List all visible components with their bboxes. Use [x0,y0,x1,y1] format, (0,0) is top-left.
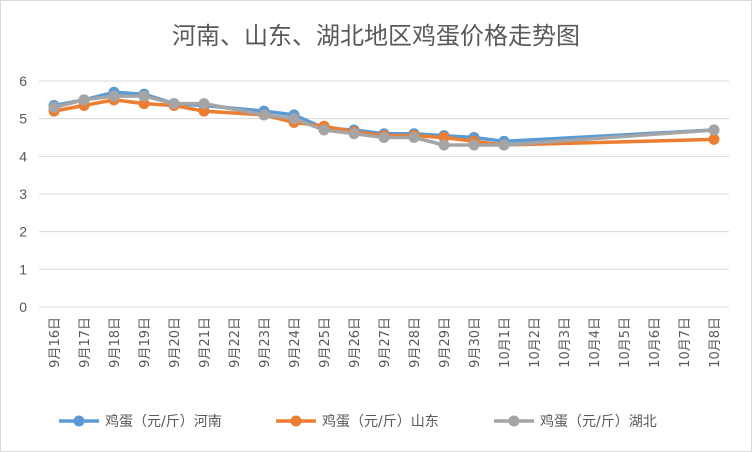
x-tick-label: 10月7日 [678,317,693,368]
legend-label-0: 鸡蛋（元/斤）河南 [105,413,222,430]
legend-label-2: 鸡蛋（元/斤）湖北 [540,413,657,430]
series-1-point-3 [138,98,150,110]
series-1-point-15 [708,133,720,145]
x-tick-label: 10月1日 [498,317,513,368]
series-2-point-15 [708,124,720,136]
series-line-2 [52,94,716,147]
series-2-point-9 [348,128,360,140]
legend-label-1: 鸡蛋（元/斤）山东 [322,413,439,430]
y-tick-label: 4 [19,148,27,164]
x-tick-label: 10月5日 [618,317,633,368]
series-2-point-6 [258,109,270,121]
y-tick-label: 6 [19,73,27,89]
legend-marker-1 [290,415,302,427]
x-tick-label: 9月23日 [258,317,273,368]
legend: 鸡蛋（元/斤）河南 鸡蛋（元/斤）山东 鸡蛋（元/斤）湖北 [59,413,657,430]
x-tick-label: 9月24日 [288,317,303,368]
series-2-point-2 [108,90,120,102]
x-tick-label: 9月21日 [198,317,213,368]
x-tick-label: 9月16日 [48,317,63,368]
x-tick-label: 9月29日 [438,317,453,368]
y-tick-label: 1 [19,261,27,277]
chart-title: 河南、山东、湖北地区鸡蛋价格走势图 [172,22,580,50]
y-tick-label: 0 [19,299,27,315]
series-2-point-14 [498,139,510,151]
x-tick-label: 9月20日 [168,317,183,368]
legend-marker-0 [73,415,85,427]
x-tick-label: 9月18日 [108,317,123,368]
x-tick-label: 9月22日 [228,317,243,368]
x-tick-label: 10月4日 [588,317,603,368]
x-tick-label: 9月26日 [348,317,363,368]
series-2-point-10 [378,132,390,143]
series-2-point-1 [78,94,90,106]
series-2-point-8 [318,124,330,136]
series-lines [52,90,716,147]
y-tick-label: 3 [19,186,27,202]
x-tick-label: 10月8日 [708,317,723,368]
series-2-point-11 [408,132,420,143]
series-2-point-7 [288,113,300,125]
series-2-point-0 [48,101,60,113]
x-tick-label: 9月25日 [318,317,333,368]
y-tick-label: 5 [19,111,27,127]
x-tick-label: 10月3日 [558,317,573,368]
gridlines [39,80,729,308]
series-2-point-5 [198,98,210,110]
series-2-point-12 [438,139,450,151]
series-1-point-12 [438,132,450,143]
series-2-point-13 [468,139,480,151]
x-axis: 9月16日 9月17日 9月18日 9月19日 9月20日 9月21日 9月22日 9月23日… [48,317,723,368]
series-2-point-4 [168,98,180,110]
y-tick-label: 2 [19,224,27,240]
series-1-point-5 [198,105,210,117]
x-tick-label: 9月28日 [408,317,423,368]
y-axis: 0 1 2 3 4 5 6 [19,73,27,315]
x-tick-label: 9月27日 [378,317,393,368]
series-2-point-3 [138,90,150,102]
x-tick-label: 10月6日 [648,317,663,368]
x-tick-label: 9月17日 [78,317,93,368]
x-tick-label: 10月2日 [528,317,543,368]
series-line-0 [52,90,716,144]
legend-marker-2 [508,415,520,427]
x-tick-label: 9月30日 [468,317,483,368]
series-markers [48,86,720,151]
x-tick-label: 9月19日 [138,317,153,368]
